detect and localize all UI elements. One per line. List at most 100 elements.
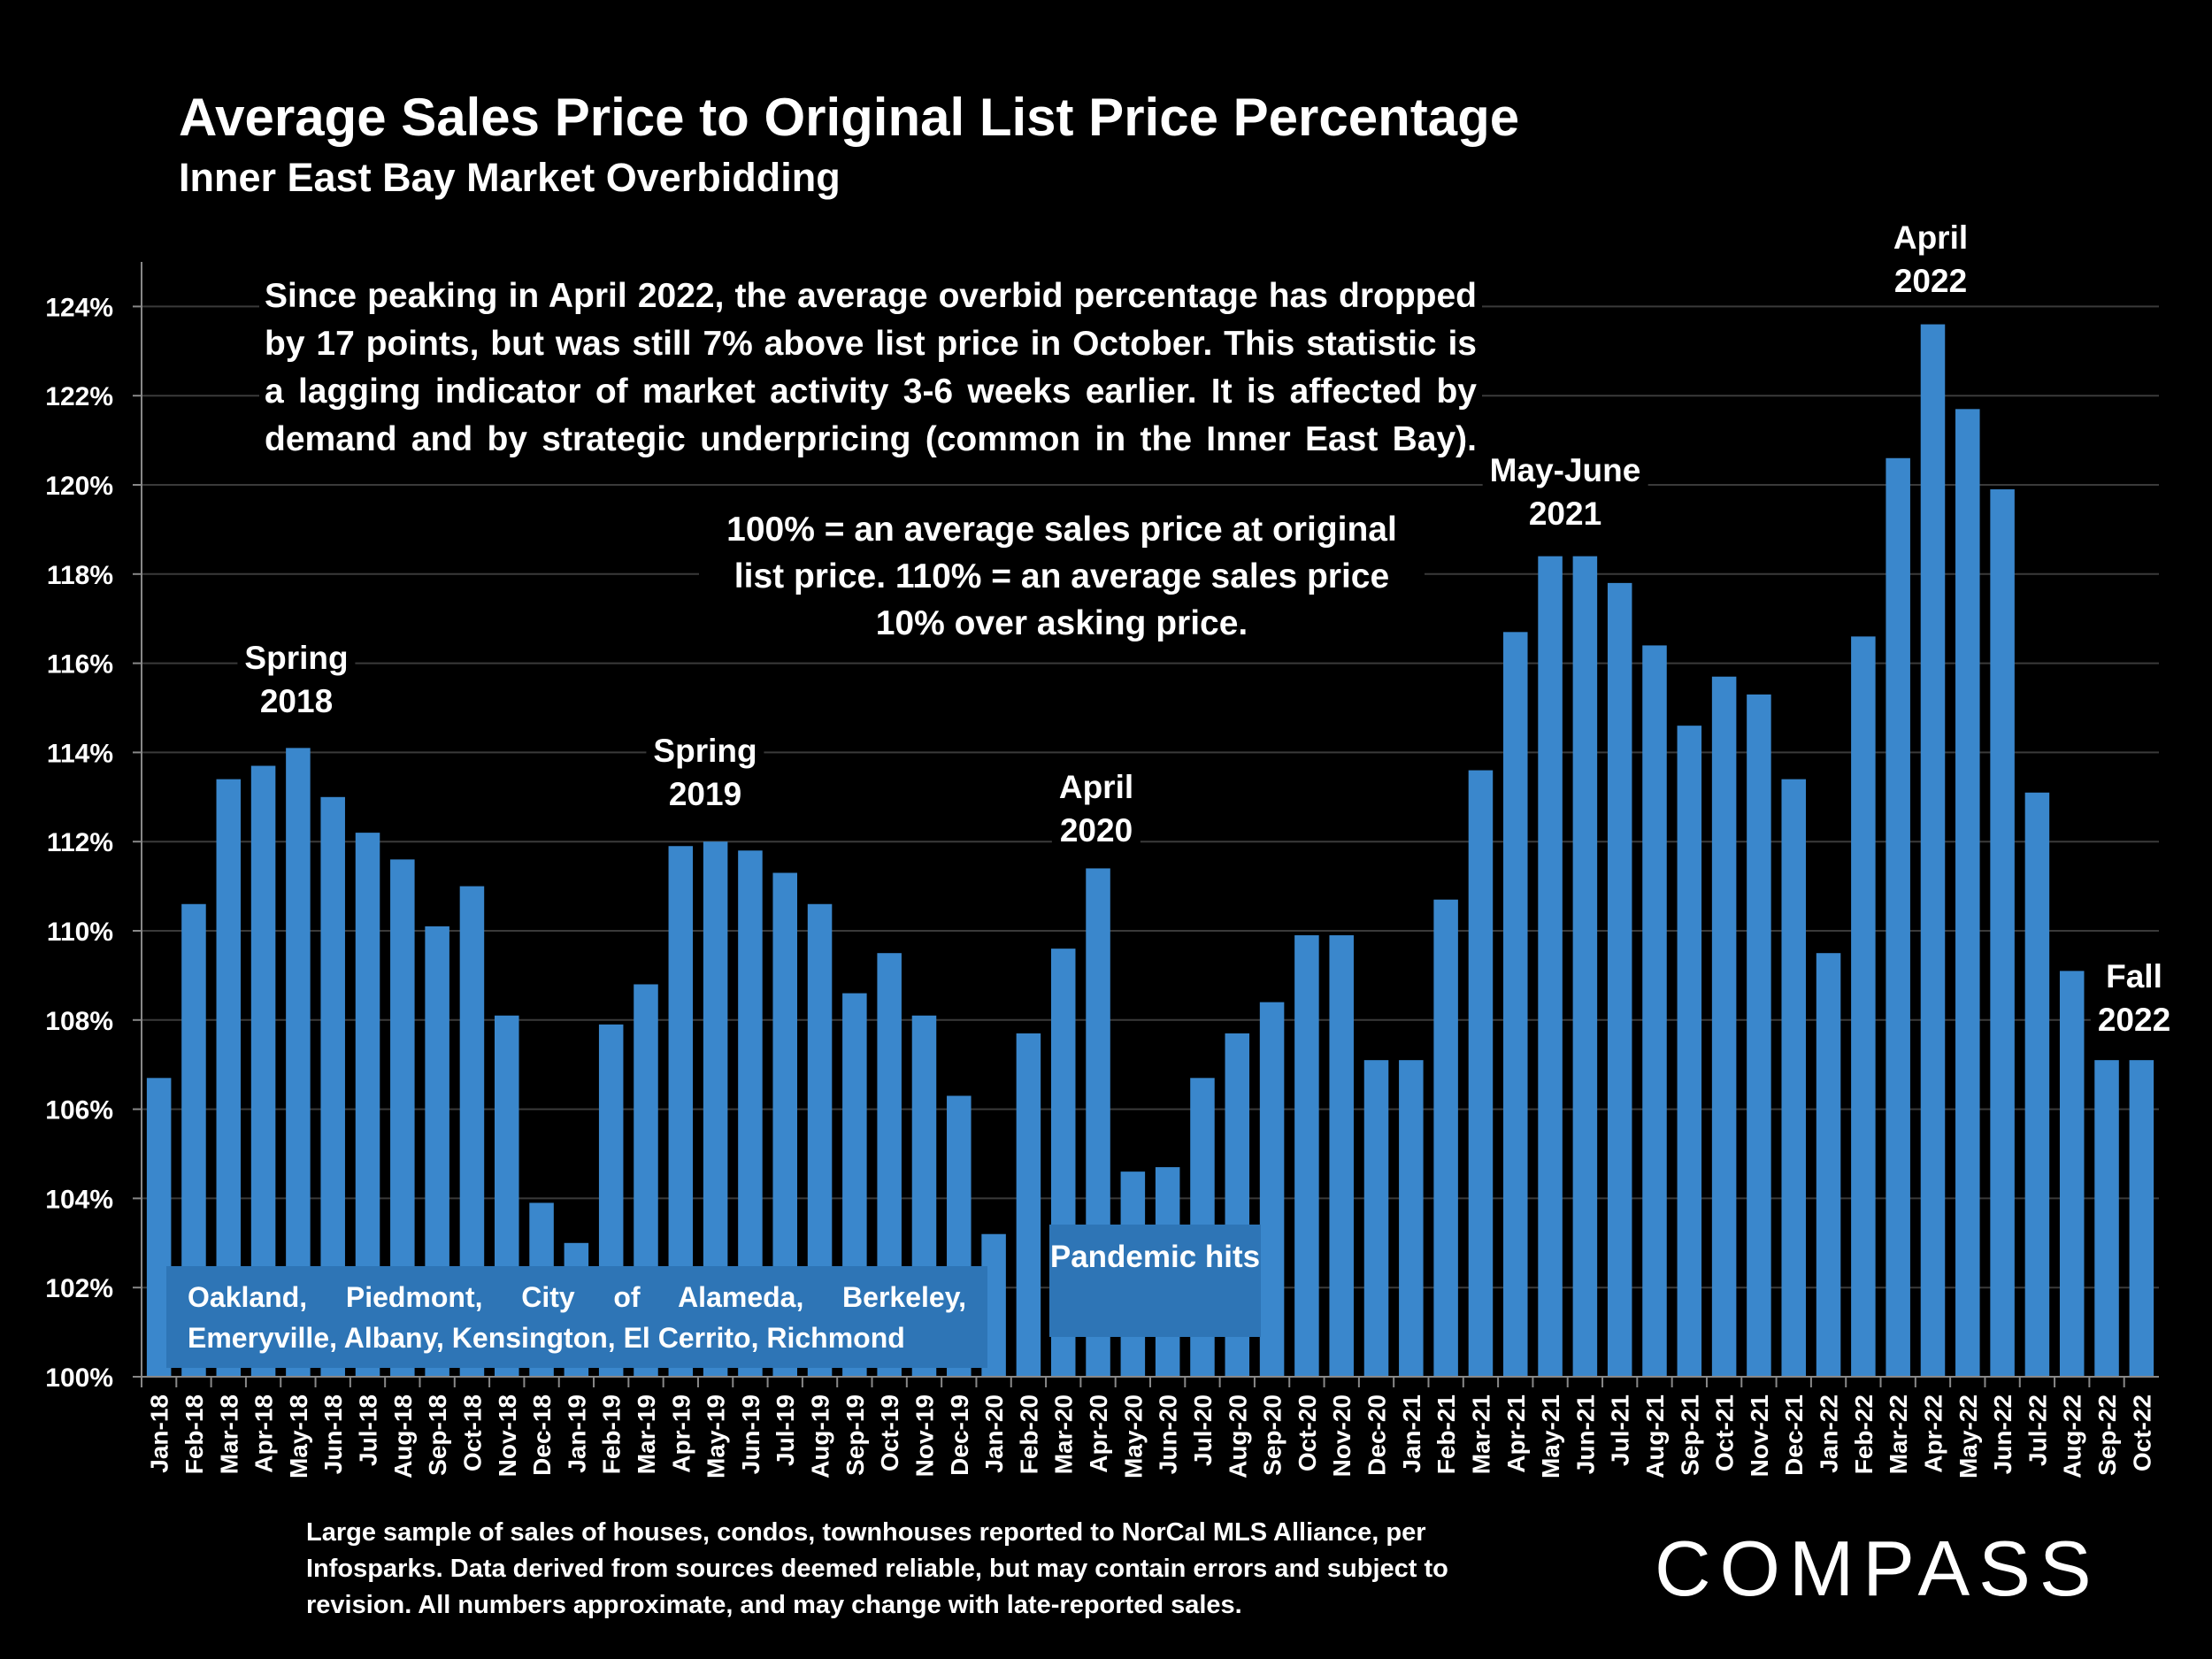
x-tick-label: Sep-18 <box>424 1394 451 1476</box>
compass-logo: COMPASS <box>1655 1525 2101 1612</box>
bar-Feb-21 <box>1433 899 1458 1377</box>
x-tick-label: Feb-18 <box>180 1394 208 1474</box>
x-tick-label: Jun-18 <box>319 1394 347 1474</box>
x-tick-label: Sep-22 <box>2093 1394 2121 1476</box>
x-tick-label: Feb-19 <box>598 1394 626 1474</box>
y-tick-label: 120% <box>45 472 113 501</box>
x-tick-label: Jun-20 <box>1155 1394 1182 1474</box>
y-tick-label: 112% <box>47 828 113 857</box>
bar-Oct-21 <box>1711 676 1737 1377</box>
x-tick-label: Jul-21 <box>1607 1394 1634 1466</box>
x-tick-label: Jul-19 <box>772 1394 799 1466</box>
x-tick-label: Apr-19 <box>667 1394 695 1473</box>
x-tick-label: Dec-21 <box>1780 1394 1808 1476</box>
x-tick-label: Mar-22 <box>1885 1394 1912 1474</box>
chart-subtitle: Inner East Bay Market Overbidding <box>179 155 841 200</box>
x-tick-label: Mar-21 <box>1467 1394 1494 1474</box>
x-tick-label: Apr-21 <box>1502 1394 1530 1473</box>
bar-Aug-22 <box>2059 971 2085 1377</box>
bar-Oct-22 <box>2129 1060 2154 1377</box>
x-tick-label: Oct-20 <box>1294 1394 1321 1471</box>
label-spring-2019: Spring 2019 <box>646 729 764 816</box>
bar-May-22 <box>1955 409 1980 1377</box>
bars <box>146 324 2154 1377</box>
x-tick-label: Jan-22 <box>1816 1394 1843 1473</box>
x-tick-label: May-19 <box>703 1394 730 1479</box>
x-tick-label: Sep-21 <box>1676 1394 1703 1476</box>
bar-Mar-21 <box>1468 770 1494 1377</box>
bar-Oct-20 <box>1294 935 1319 1377</box>
x-tick-label: Aug-21 <box>1641 1394 1669 1479</box>
y-tick-label: 116% <box>47 650 113 680</box>
x-tick-label: Jan-21 <box>1398 1394 1425 1473</box>
x-tick-label: Nov-20 <box>1328 1394 1356 1477</box>
y-tick-label: 100% <box>45 1363 113 1393</box>
bar-Apr-22 <box>1920 324 1946 1377</box>
cities-box: Oakland, Piedmont, City of Alameda, Berk… <box>166 1266 987 1368</box>
x-tick-label: Aug-20 <box>1224 1394 1251 1479</box>
x-tick-label: Nov-19 <box>910 1394 938 1477</box>
bar-Sep-22 <box>2094 1060 2119 1377</box>
x-tick-label: Feb-22 <box>1850 1394 1878 1474</box>
y-tick-label: 124% <box>45 293 113 322</box>
x-tick-label: Nov-18 <box>494 1394 521 1477</box>
x-tick-label: May-22 <box>1955 1394 1982 1479</box>
x-tick-label: Mar-18 <box>215 1394 242 1474</box>
x-tick-label: Apr-18 <box>250 1394 278 1473</box>
y-tick-label: 104% <box>45 1185 113 1214</box>
x-tick-label: Jun-21 <box>1571 1394 1599 1474</box>
pandemic-box: Pandemic hits <box>1049 1225 1261 1337</box>
x-tick-label: Feb-20 <box>1015 1394 1042 1474</box>
label-spring-2018: Spring 2018 <box>237 636 356 723</box>
bar-Aug-21 <box>1642 645 1667 1377</box>
x-tick-label: Jan-18 <box>146 1394 173 1473</box>
bar-Dec-21 <box>1781 779 1806 1377</box>
label-april-2020: April 2020 <box>1051 765 1141 852</box>
x-tick-label: Mar-19 <box>633 1394 660 1474</box>
x-tick-label: May-18 <box>285 1394 312 1479</box>
explanation-annotation: 100% = an average sales price at origina… <box>699 506 1425 647</box>
x-tick-label: Dec-18 <box>528 1394 556 1476</box>
x-tick-label: Aug-22 <box>2059 1394 2086 1479</box>
x-tick-label: Jul-18 <box>355 1394 382 1466</box>
bar-Jan-21 <box>1399 1060 1424 1377</box>
y-tick-label: 110% <box>47 918 113 947</box>
y-tick-label: 114% <box>47 739 113 768</box>
x-tick-label: Jan-20 <box>980 1394 1008 1473</box>
x-tick-label: May-21 <box>1537 1394 1564 1479</box>
x-tick-label: Jun-19 <box>737 1394 764 1474</box>
bar-May-21 <box>1538 556 1563 1377</box>
x-tick-label: Aug-19 <box>807 1394 834 1479</box>
bar-Jun-21 <box>1572 556 1598 1377</box>
x-tick-label: Oct-18 <box>458 1394 486 1471</box>
y-tick-label: 102% <box>45 1274 113 1303</box>
bar-Jul-21 <box>1607 582 1632 1377</box>
x-tick-label: Sep-20 <box>1259 1394 1286 1476</box>
x-tick-label: May-20 <box>1119 1394 1147 1479</box>
bar-Dec-20 <box>1363 1060 1389 1377</box>
x-tick-label: Aug-18 <box>389 1394 417 1479</box>
x-tick-label: Jul-20 <box>1189 1394 1217 1466</box>
x-tick-label: Sep-19 <box>841 1394 869 1476</box>
y-tick-label: 106% <box>45 1096 113 1125</box>
bar-Sep-20 <box>1259 1002 1285 1377</box>
x-tick-label: Mar-20 <box>1050 1394 1078 1474</box>
main-annotation: Since peaking in April 2022, the average… <box>259 273 1482 464</box>
bar-Apr-21 <box>1503 632 1528 1377</box>
label-fall-2022: Fall 2022 <box>2090 955 2178 1041</box>
x-tick-label: Apr-22 <box>1919 1394 1947 1473</box>
x-tick-label: Jul-22 <box>2024 1394 2051 1466</box>
x-tick-label: Apr-20 <box>1085 1394 1112 1473</box>
bar-Jun-22 <box>1990 489 2015 1377</box>
y-axis-ticks: 100% 102% 104% 106% 108% 110% 112% 114% 116% 118%… <box>45 293 142 1393</box>
x-tick-label: Oct-22 <box>2128 1394 2155 1471</box>
bar-Nov-21 <box>1747 694 1771 1377</box>
bar-Jul-22 <box>2024 792 2050 1377</box>
bar-Feb-20 <box>1016 1033 1041 1377</box>
label-may-june-2021: May-June 2021 <box>1482 449 1648 535</box>
bar-Jan-22 <box>1816 953 1841 1377</box>
x-tick-label: Jan-19 <box>563 1394 590 1473</box>
y-tick-label: 118% <box>47 561 113 590</box>
x-axis-ticks: Jan-18 Feb-18 Mar-18 Apr-18 May-18 Jun-18 Jul-… <box>141 1377 2155 1479</box>
